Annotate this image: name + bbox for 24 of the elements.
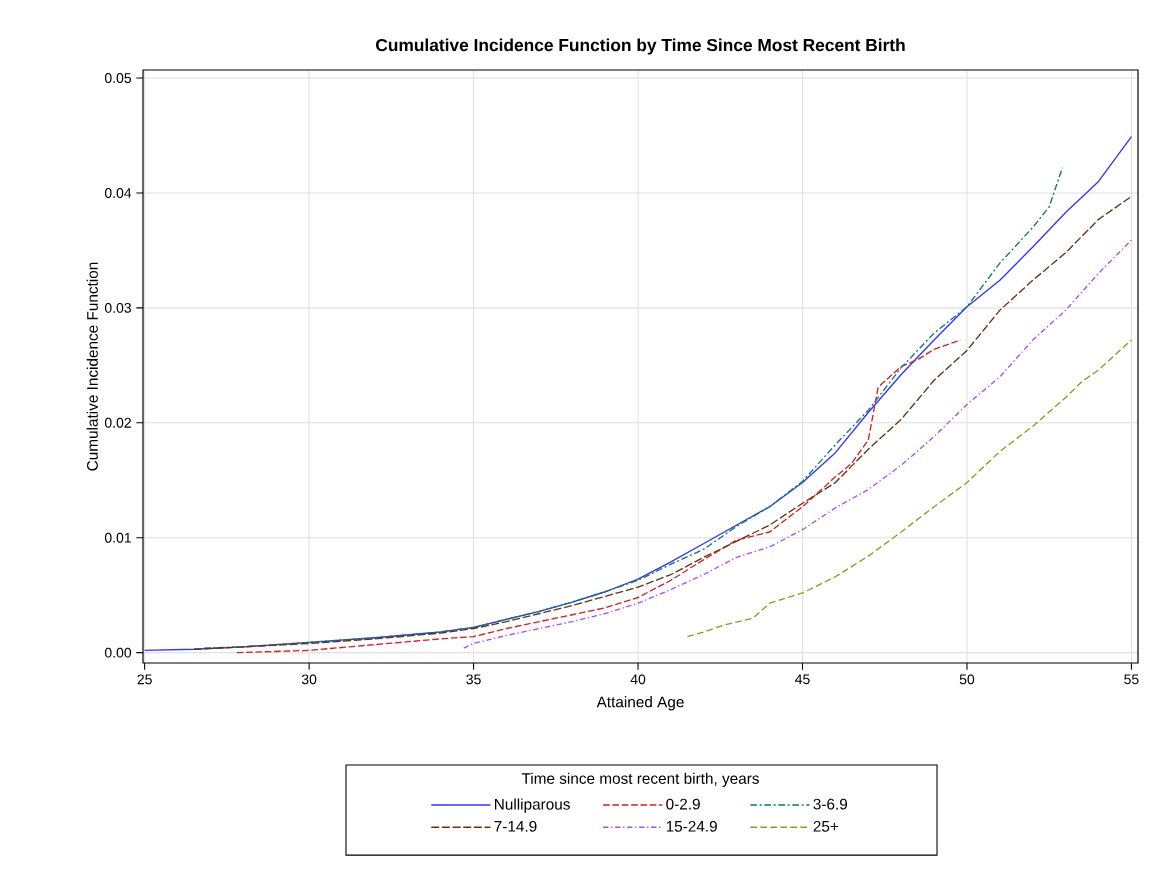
x-tick-label: 30 <box>301 674 317 685</box>
legend-label: 25+ <box>813 820 839 832</box>
y-tick-label: 0.04 <box>104 188 132 198</box>
x-tick-label: 55 <box>1124 674 1139 685</box>
x-tick-label: 25 <box>137 674 152 685</box>
y-tick-label: 0.02 <box>104 417 131 428</box>
chart-title: Cumulative Incidence Function by Time Since Most Recent Birth <box>376 38 905 55</box>
y-tick-label: 0.01 <box>104 532 131 543</box>
legend-label: Nulliparous <box>495 798 570 813</box>
legend-label: 0-2.9 <box>666 798 700 810</box>
x-axis-title: Attained Age <box>596 696 684 711</box>
x-tick-label: 35 <box>466 674 481 685</box>
legend-label: 15-24.9 <box>666 820 717 832</box>
y-tick-label: 0.03 <box>104 302 132 313</box>
line-series <box>686 339 1133 638</box>
legend-label: 3-6.9 <box>813 798 848 810</box>
legend-title: Time since most recent birth, years <box>521 772 759 787</box>
y-axis-title: Cumulative Incidence Function <box>86 262 98 471</box>
y-tick-label: 0.00 <box>104 647 132 658</box>
legend-label: 7-14.9 <box>494 820 537 832</box>
x-tick-label: 45 <box>795 674 810 685</box>
y-tick-label: 0.05 <box>104 73 132 84</box>
x-tick-label: 40 <box>630 674 646 685</box>
x-tick-label: 50 <box>959 674 975 685</box>
